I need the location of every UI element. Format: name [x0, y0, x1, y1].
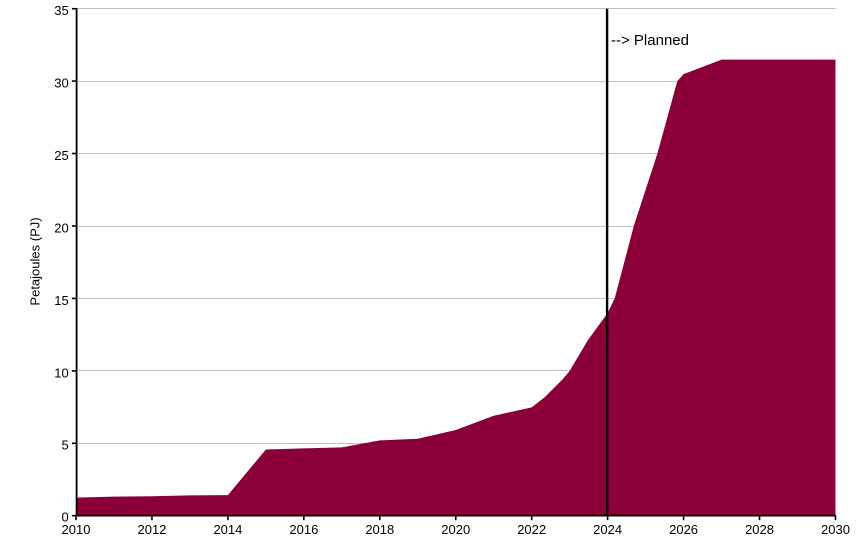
- svg-text:0: 0: [61, 510, 68, 525]
- svg-text:2018: 2018: [365, 522, 394, 537]
- svg-text:2016: 2016: [289, 522, 318, 537]
- svg-text:2024: 2024: [593, 522, 622, 537]
- svg-text:2012: 2012: [137, 522, 166, 537]
- svg-text:--> Planned: --> Planned: [611, 32, 689, 49]
- svg-text:15: 15: [54, 293, 68, 308]
- svg-text:2026: 2026: [669, 522, 698, 537]
- svg-text:25: 25: [54, 148, 68, 163]
- svg-text:2020: 2020: [441, 522, 470, 537]
- svg-text:2030: 2030: [821, 522, 850, 537]
- svg-text:2010: 2010: [62, 522, 91, 537]
- svg-text:5: 5: [61, 438, 68, 453]
- svg-text:2022: 2022: [517, 522, 546, 537]
- svg-text:Petajoules (PJ): Petajoules (PJ): [28, 217, 43, 305]
- svg-text:2014: 2014: [213, 522, 242, 537]
- svg-text:2028: 2028: [745, 522, 774, 537]
- svg-text:10: 10: [54, 365, 68, 380]
- svg-text:35: 35: [54, 3, 68, 18]
- svg-text:30: 30: [54, 76, 68, 91]
- svg-text:20: 20: [54, 220, 68, 235]
